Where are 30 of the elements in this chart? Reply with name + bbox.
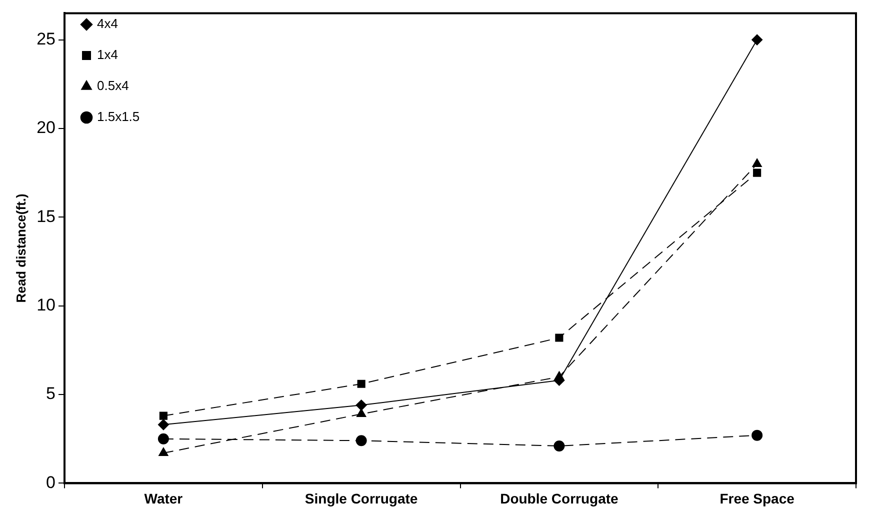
point — [554, 440, 565, 452]
y-tick-label: 10 — [36, 296, 56, 315]
legend-label: 1x4 — [97, 47, 118, 62]
point — [752, 158, 762, 167]
point — [554, 371, 564, 380]
y-axis-title: Read distance(ft.) — [13, 194, 28, 303]
legend-label: 0.5x4 — [97, 78, 129, 94]
point — [555, 334, 564, 342]
y-tick-label: 20 — [36, 118, 56, 138]
x-tick-label: Double Corrugate — [500, 490, 619, 506]
y-tick-label: 0 — [46, 472, 56, 492]
point — [159, 412, 168, 420]
x-tick-label: Single Corrugate — [304, 490, 418, 506]
x-tick-label: Water — [144, 490, 184, 506]
legend-label: 1.5x1.5 — [97, 109, 140, 124]
x-tick-label: Free Space — [720, 490, 795, 506]
legend-label: 4x4 — [97, 16, 118, 32]
point — [158, 419, 169, 430]
point — [158, 433, 169, 444]
point — [752, 430, 763, 441]
y-tick-label: 25 — [36, 29, 56, 48]
point — [357, 380, 366, 388]
point — [356, 408, 366, 418]
point — [753, 168, 762, 177]
point — [356, 435, 367, 446]
y-tick-label: 15 — [36, 206, 56, 226]
y-tick-label: 5 — [46, 384, 56, 404]
point — [356, 400, 367, 411]
point — [752, 34, 763, 46]
point — [158, 448, 168, 456]
